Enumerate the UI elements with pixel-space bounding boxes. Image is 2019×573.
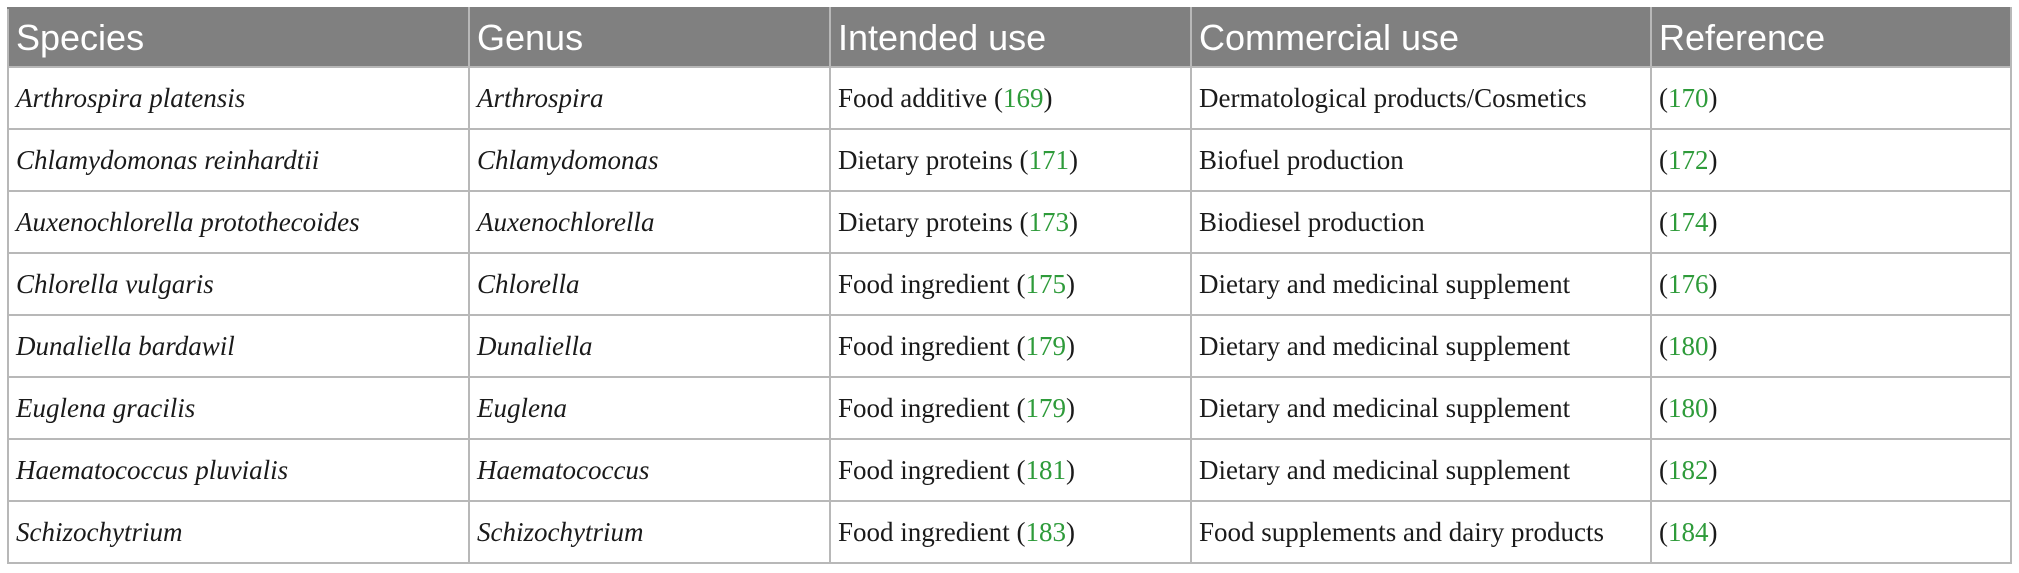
- commercial-use-cell: Dermatological products/Cosmetics: [1190, 66, 1652, 130]
- citation-link[interactable]: 179: [1025, 330, 1066, 361]
- citation-link[interactable]: 179: [1025, 392, 1066, 423]
- genus-cell: Chlamydomonas: [468, 128, 831, 192]
- citation-link[interactable]: 171: [1028, 144, 1069, 175]
- commercial-use-cell: Biofuel production: [1190, 128, 1652, 192]
- genus-cell: Chlorella: [468, 252, 831, 316]
- genus-cell: Haematococcus: [468, 438, 831, 502]
- intended-use-cell: Food additive (169): [829, 66, 1192, 130]
- commercial-use-cell: Dietary and medicinal supplement: [1190, 314, 1652, 378]
- header-row: Species Genus Intended use Commercial us…: [7, 7, 2012, 68]
- commercial-use-cell: Dietary and medicinal supplement: [1190, 438, 1652, 502]
- citation-link[interactable]: 176: [1668, 268, 1709, 299]
- citation-link[interactable]: 180: [1668, 392, 1709, 423]
- species-cell: Schizochytrium: [7, 500, 470, 564]
- intended-use-text: Food ingredient: [838, 516, 1010, 547]
- citation-link[interactable]: 181: [1025, 454, 1066, 485]
- intended-use-text: Food ingredient: [838, 268, 1010, 299]
- table-row: Euglena gracilis Euglena Food ingredient…: [7, 376, 2012, 440]
- reference-cell: (172): [1650, 128, 2012, 192]
- intended-use-text: Dietary proteins: [838, 206, 1013, 237]
- intended-use-cell: Food ingredient (179): [829, 376, 1192, 440]
- citation-link[interactable]: 173: [1028, 206, 1069, 237]
- intended-use-cell: Dietary proteins (171): [829, 128, 1192, 192]
- species-cell: Euglena gracilis: [7, 376, 470, 440]
- citation-link[interactable]: 183: [1025, 516, 1066, 547]
- header-species: Species: [7, 7, 470, 68]
- table-row: Chlamydomonas reinhardtii Chlamydomonas …: [7, 128, 2012, 192]
- citation-link[interactable]: 184: [1668, 516, 1709, 547]
- citation-link[interactable]: 170: [1668, 82, 1709, 113]
- citation-link[interactable]: 169: [1003, 82, 1044, 113]
- header-intended-use: Intended use: [829, 7, 1192, 68]
- reference-cell: (180): [1650, 376, 2012, 440]
- species-cell: Auxenochlorella protothecoides: [7, 190, 470, 254]
- table-row: Dunaliella bardawil Dunaliella Food ingr…: [7, 314, 2012, 378]
- commercial-use-cell: Biodiesel production: [1190, 190, 1652, 254]
- table-row: Auxenochlorella protothecoides Auxenochl…: [7, 190, 2012, 254]
- citation-link[interactable]: 182: [1668, 454, 1709, 485]
- species-cell: Arthrospira platensis: [7, 66, 470, 130]
- table-row: Arthrospira platensis Arthrospira Food a…: [7, 66, 2012, 130]
- genus-cell: Schizochytrium: [468, 500, 831, 564]
- table-row: Chlorella vulgaris Chlorella Food ingred…: [7, 252, 2012, 316]
- table-row: Schizochytrium Schizochytrium Food ingre…: [7, 500, 2012, 564]
- intended-use-text: Food ingredient: [838, 454, 1010, 485]
- intended-use-text: Food ingredient: [838, 330, 1010, 361]
- intended-use-cell: Food ingredient (181): [829, 438, 1192, 502]
- species-cell: Chlorella vulgaris: [7, 252, 470, 316]
- citation-link[interactable]: 172: [1668, 144, 1709, 175]
- header-commercial-use: Commercial use: [1190, 7, 1652, 68]
- genus-cell: Euglena: [468, 376, 831, 440]
- intended-use-text: Dietary proteins: [838, 144, 1013, 175]
- species-cell: Dunaliella bardawil: [7, 314, 470, 378]
- reference-cell: (182): [1650, 438, 2012, 502]
- intended-use-cell: Food ingredient (179): [829, 314, 1192, 378]
- citation-link[interactable]: 175: [1025, 268, 1066, 299]
- reference-cell: (174): [1650, 190, 2012, 254]
- microalgae-table: Species Genus Intended use Commercial us…: [7, 7, 2012, 564]
- genus-cell: Dunaliella: [468, 314, 831, 378]
- genus-cell: Arthrospira: [468, 66, 831, 130]
- commercial-use-cell: Food supplements and dairy products: [1190, 500, 1652, 564]
- species-cell: Haematococcus pluvialis: [7, 438, 470, 502]
- reference-cell: (176): [1650, 252, 2012, 316]
- reference-cell: (184): [1650, 500, 2012, 564]
- citation-link[interactable]: 174: [1668, 206, 1709, 237]
- header-genus: Genus: [468, 7, 831, 68]
- commercial-use-cell: Dietary and medicinal supplement: [1190, 252, 1652, 316]
- intended-use-text: Food ingredient: [838, 392, 1010, 423]
- table-body: Arthrospira platensis Arthrospira Food a…: [7, 66, 2012, 564]
- species-cell: Chlamydomonas reinhardtii: [7, 128, 470, 192]
- intended-use-cell: Dietary proteins (173): [829, 190, 1192, 254]
- citation-link[interactable]: 180: [1668, 330, 1709, 361]
- reference-cell: (170): [1650, 66, 2012, 130]
- table-row: Haematococcus pluvialis Haematococcus Fo…: [7, 438, 2012, 502]
- intended-use-cell: Food ingredient (175): [829, 252, 1192, 316]
- intended-use-cell: Food ingredient (183): [829, 500, 1192, 564]
- header-reference: Reference: [1650, 7, 2012, 68]
- reference-cell: (180): [1650, 314, 2012, 378]
- commercial-use-cell: Dietary and medicinal supplement: [1190, 376, 1652, 440]
- genus-cell: Auxenochlorella: [468, 190, 831, 254]
- intended-use-text: Food additive: [838, 82, 988, 113]
